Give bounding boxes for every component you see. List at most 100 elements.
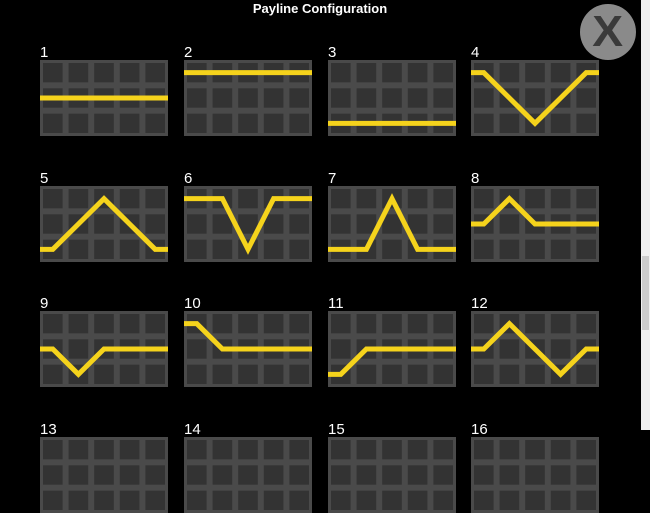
reel-cell — [94, 113, 114, 133]
reel-cell — [433, 490, 453, 510]
reel-cell — [576, 239, 596, 259]
reel-cell — [119, 189, 140, 209]
reel-cell — [145, 63, 165, 83]
reel-cell — [68, 189, 89, 209]
reel-cell — [356, 490, 377, 510]
reel-cell — [525, 440, 545, 460]
reel-cell — [356, 88, 377, 108]
reel-cell — [576, 490, 596, 510]
reel-cell — [68, 113, 89, 133]
reel-cell — [407, 440, 428, 460]
reel-cell — [289, 364, 309, 384]
reel-cell — [331, 88, 351, 108]
reel-cell — [382, 214, 402, 234]
reel-cell — [68, 440, 89, 460]
reel-cell — [474, 239, 494, 259]
reel-cell — [289, 465, 309, 485]
reel-cell — [525, 63, 545, 83]
reel-cell — [43, 214, 63, 234]
reel-cell — [356, 214, 377, 234]
payline-diagram — [40, 60, 168, 136]
payline-path — [471, 320, 599, 378]
reel-cell — [474, 113, 494, 133]
reel-cell — [263, 239, 284, 259]
reel-cell — [212, 113, 233, 133]
reel-cell — [43, 113, 63, 133]
reel-cell — [238, 465, 258, 485]
reel-cell — [119, 364, 140, 384]
reel-cell — [187, 364, 207, 384]
reel-cell — [145, 490, 165, 510]
reel-cell — [576, 88, 596, 108]
close-x-icon: X — [592, 7, 624, 56]
reel-cell — [433, 364, 453, 384]
reel-cell — [382, 440, 402, 460]
payline-diagram — [328, 186, 456, 262]
reel-cell — [407, 189, 428, 209]
payline-number: 10 — [184, 295, 201, 312]
reel-cell — [525, 490, 545, 510]
reel-cell — [187, 214, 207, 234]
reel-cell — [499, 239, 520, 259]
reel-cell — [356, 440, 377, 460]
reel-cell — [289, 214, 309, 234]
reel-cell — [499, 440, 520, 460]
reel-cell — [187, 88, 207, 108]
reel-cell — [212, 314, 233, 334]
reel-cell — [331, 465, 351, 485]
reel-cell — [499, 63, 520, 83]
reel-cell — [550, 63, 571, 83]
reel-cell — [433, 214, 453, 234]
reel-cell — [474, 314, 494, 334]
reel-cell — [407, 465, 428, 485]
reel-cell — [525, 239, 545, 259]
reel-cell — [263, 364, 284, 384]
reel-cell — [145, 364, 165, 384]
reel-cell — [43, 314, 63, 334]
reel-cell — [356, 465, 377, 485]
reel-cell — [382, 465, 402, 485]
reel-cell — [382, 63, 402, 83]
reel-cell — [407, 314, 428, 334]
scrollbar-thumb[interactable] — [642, 256, 649, 330]
payline-diagram — [40, 437, 168, 513]
payline-number: 5 — [40, 170, 49, 187]
reel-cell — [289, 440, 309, 460]
payline-diagram — [471, 311, 599, 387]
reel-cell — [433, 189, 453, 209]
reel-cell — [499, 490, 520, 510]
payline-path — [328, 346, 456, 377]
close-button[interactable]: X — [580, 4, 636, 60]
reel-cell — [263, 314, 284, 334]
reel-cell — [331, 214, 351, 234]
reel-cell — [550, 314, 571, 334]
reel-cell — [289, 88, 309, 108]
page-title: Payline Configuration — [252, 1, 388, 16]
reel-cell — [68, 314, 89, 334]
reel-cell — [119, 314, 140, 334]
payline-number: 9 — [40, 295, 49, 312]
reel-cell — [433, 88, 453, 108]
payline-diagram — [184, 186, 312, 262]
reel-cell — [525, 364, 545, 384]
reel-cell — [212, 88, 233, 108]
reel-cell — [474, 189, 494, 209]
reel-cell — [382, 490, 402, 510]
reel-cell — [68, 465, 89, 485]
payline-diagram — [40, 311, 168, 387]
reel-cell — [145, 314, 165, 334]
reel-cell — [68, 63, 89, 83]
payline-diagram — [328, 311, 456, 387]
payline-path — [40, 195, 168, 252]
reel-cell — [576, 440, 596, 460]
reel-cell — [499, 465, 520, 485]
reel-cell — [212, 490, 233, 510]
reel-cell — [43, 465, 63, 485]
scrollbar[interactable] — [641, 0, 650, 430]
reel-cell — [550, 440, 571, 460]
reel-cell — [43, 440, 63, 460]
reel-cell — [94, 465, 114, 485]
reel-cell — [407, 63, 428, 83]
payline-number: 7 — [328, 170, 337, 187]
reel-cell — [145, 189, 165, 209]
